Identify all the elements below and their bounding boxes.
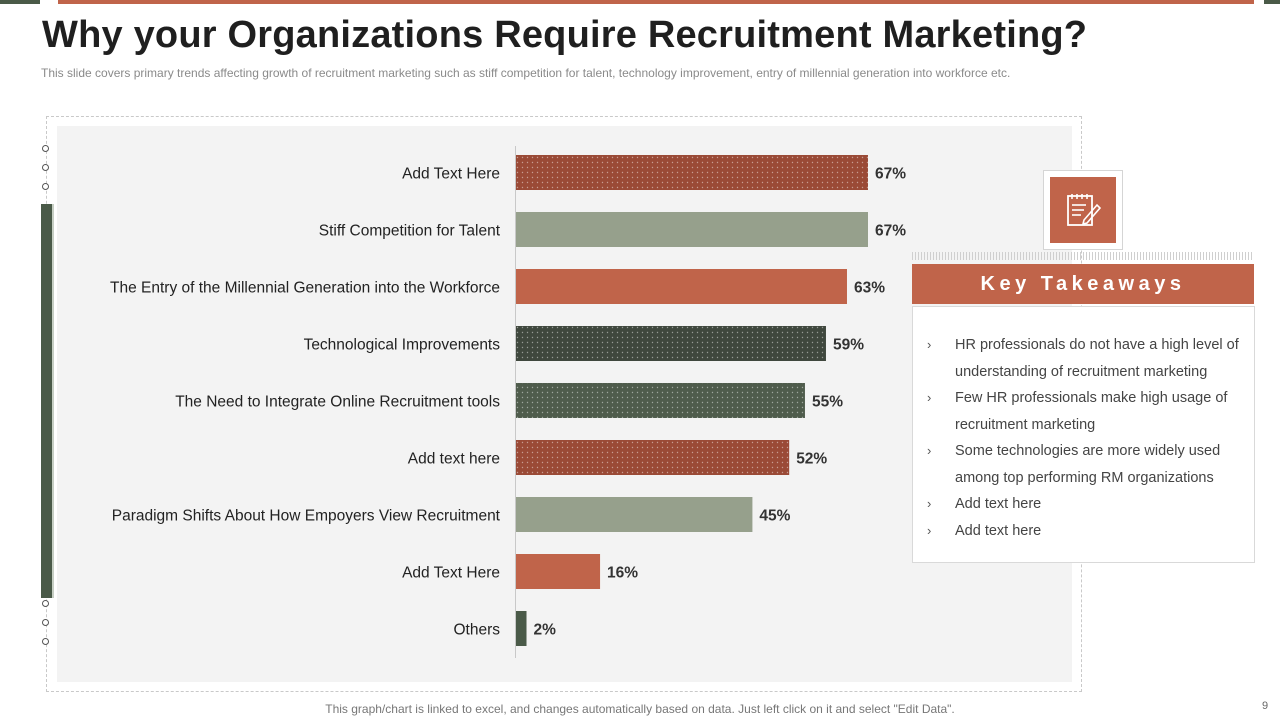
list-item: › Add text here (927, 491, 1244, 518)
category-label: Stiff Competition for Talent (319, 223, 501, 240)
bar-pattern-overlay (516, 326, 826, 361)
category-label: Add text here (408, 451, 500, 468)
value-label: 55% (812, 394, 843, 411)
chevron-right-icon: › (927, 522, 932, 538)
chevron-right-icon: › (927, 443, 932, 458)
key-takeaways-header: Key Takeaways (912, 264, 1254, 304)
category-label: The Entry of the Millennial Generation i… (110, 280, 500, 297)
value-label: 52% (796, 451, 827, 468)
value-label: 16% (607, 565, 638, 582)
bar[interactable] (516, 269, 847, 304)
category-label: The Need to Integrate Online Recruitment… (175, 394, 500, 411)
footer-note: This graph/chart is linked to excel, and… (325, 702, 955, 716)
edit-note-icon (1050, 177, 1116, 243)
key-takeaways-panel: › HR professionals do not have a high lev… (912, 306, 1255, 563)
chevron-right-icon: › (927, 496, 932, 511)
takeaway-text: Add text here (955, 522, 1042, 539)
top-accent-bar (0, 0, 1280, 4)
takeaway-text: Add text here (955, 496, 1042, 512)
category-label: Add Text Here (402, 166, 500, 183)
takeaway-text: Some technologies are more widely used a… (955, 443, 1221, 486)
slide-subtitle: This slide covers primary trends affecti… (41, 66, 1011, 80)
value-label: 45% (759, 508, 790, 525)
category-label: Paradigm Shifts About How Empoyers View … (112, 508, 501, 525)
chevron-right-icon: › (927, 390, 932, 405)
decor-dot (42, 145, 49, 152)
category-label: Add Text Here (402, 565, 500, 582)
bar-pattern-overlay (516, 440, 790, 475)
list-item: › HR professionals do not have a high lev… (927, 332, 1244, 385)
bar-pattern-overlay (516, 155, 868, 190)
list-item: › Few HR professionals make high usage of… (927, 385, 1244, 438)
decor-dot (42, 638, 49, 645)
bar-pattern-overlay (516, 383, 805, 418)
decor-dot (42, 164, 49, 171)
decor-side-bar (41, 204, 54, 598)
slide-title: Why your Organizations Require Recruitme… (42, 14, 1088, 56)
page-number: 9 (1262, 700, 1269, 712)
list-item: › Some technologies are more widely used … (927, 438, 1244, 491)
decor-dash-line (912, 252, 1254, 260)
list-item: › Add text here (927, 518, 1244, 545)
decor-dot (42, 600, 49, 607)
bar[interactable] (516, 212, 868, 247)
bar[interactable] (516, 497, 753, 532)
value-label: 67% (875, 166, 906, 183)
value-label: 2% (534, 622, 557, 639)
category-label: Technological Improvements (304, 337, 501, 354)
bar[interactable] (516, 554, 601, 589)
value-label: 67% (875, 223, 906, 240)
takeaway-text: Few HR professionals make high usage of … (955, 390, 1228, 433)
decor-dot (42, 619, 49, 626)
decor-dot (42, 183, 49, 190)
category-label: Others (453, 622, 500, 639)
takeaway-text: HR professionals do not have a high leve… (955, 337, 1239, 380)
bar[interactable] (516, 611, 527, 646)
value-label: 63% (854, 280, 885, 297)
value-label: 59% (833, 337, 864, 354)
chevron-right-icon: › (927, 337, 932, 352)
